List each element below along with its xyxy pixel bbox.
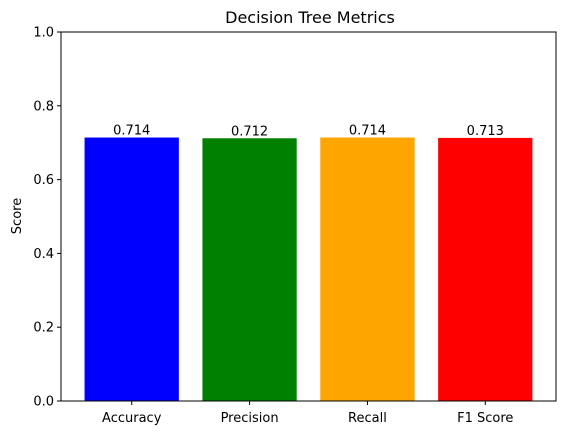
y-tick-label: 0.4	[33, 247, 54, 262]
x-tick-label: Precision	[221, 411, 279, 426]
bar-recall	[320, 137, 415, 401]
x-tick-label: Recall	[348, 411, 387, 426]
y-axis-label: Score	[10, 198, 25, 234]
bar-accuracy	[84, 137, 179, 401]
x-tick-label: F1 Score	[457, 411, 513, 426]
bar-precision	[202, 138, 297, 401]
x-tick-label: Accuracy	[102, 411, 162, 426]
chart-title: Decision Tree Metrics	[225, 8, 395, 27]
value-label: 0.713	[467, 124, 504, 139]
bar-f1-score	[438, 137, 533, 401]
y-tick-label: 0.2	[33, 321, 54, 336]
plot-frame	[60, 31, 557, 402]
y-tick-label: 0.6	[33, 173, 54, 188]
value-label: 0.714	[349, 124, 386, 139]
plot-area: 0.714 0.712 0.714 0.713 0.0 0.2 0.4 0.6 0.8 1.0 Ac…	[33, 26, 557, 426]
value-label: 0.712	[231, 124, 268, 139]
value-label: 0.714	[113, 124, 150, 139]
y-tick-label: 1.0	[33, 26, 54, 41]
y-tick-label: 0.8	[33, 99, 54, 114]
y-tick-label: 0.0	[33, 395, 54, 410]
